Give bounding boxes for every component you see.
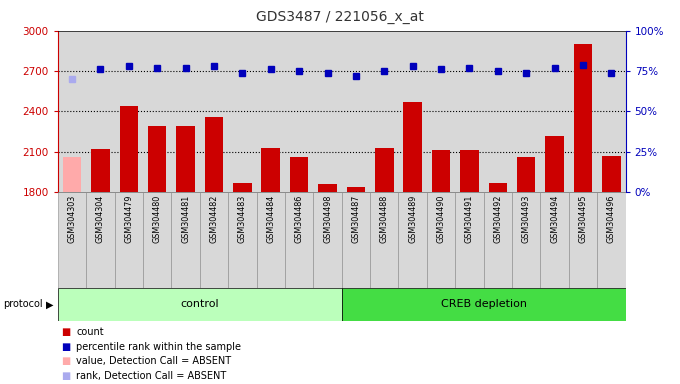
Text: control: control — [180, 299, 219, 310]
Text: GSM304493: GSM304493 — [522, 195, 530, 243]
Text: ■: ■ — [61, 327, 71, 337]
Text: GSM304489: GSM304489 — [408, 195, 417, 243]
Text: ▶: ▶ — [46, 299, 53, 310]
Bar — [290, 157, 308, 192]
Bar — [228, 192, 256, 288]
Bar — [120, 106, 138, 192]
Bar — [86, 192, 114, 288]
Text: GSM304482: GSM304482 — [209, 195, 218, 243]
Text: GSM304480: GSM304480 — [153, 195, 162, 243]
Bar — [370, 192, 398, 288]
Text: GSM304483: GSM304483 — [238, 195, 247, 243]
Bar — [545, 136, 564, 192]
Text: ■: ■ — [61, 356, 71, 366]
Bar — [114, 192, 143, 288]
Bar — [489, 183, 507, 192]
Text: percentile rank within the sample: percentile rank within the sample — [76, 342, 241, 352]
Text: rank, Detection Call = ABSENT: rank, Detection Call = ABSENT — [76, 371, 226, 381]
Text: protocol: protocol — [3, 299, 43, 310]
Text: GSM304486: GSM304486 — [294, 195, 303, 243]
Bar — [456, 192, 483, 288]
Text: count: count — [76, 327, 104, 337]
Bar — [602, 156, 621, 192]
Bar — [427, 192, 456, 288]
Text: GSM304479: GSM304479 — [124, 195, 133, 243]
Bar — [398, 192, 427, 288]
Bar — [512, 192, 541, 288]
Bar — [432, 150, 450, 192]
Bar — [91, 149, 109, 192]
Text: GSM304492: GSM304492 — [494, 195, 503, 243]
Bar — [342, 288, 626, 321]
Bar — [63, 157, 81, 192]
Bar — [517, 157, 535, 192]
Bar — [347, 187, 365, 192]
Bar — [574, 44, 592, 192]
Bar — [256, 192, 285, 288]
Text: value, Detection Call = ABSENT: value, Detection Call = ABSENT — [76, 356, 231, 366]
Text: GSM304496: GSM304496 — [607, 195, 616, 243]
Bar — [568, 192, 597, 288]
Text: GSM304303: GSM304303 — [67, 195, 76, 243]
Bar — [597, 192, 626, 288]
Bar — [143, 192, 171, 288]
Text: GSM304481: GSM304481 — [181, 195, 190, 243]
Bar — [541, 192, 568, 288]
Text: GSM304494: GSM304494 — [550, 195, 559, 243]
Bar — [318, 184, 337, 192]
Text: GSM304491: GSM304491 — [465, 195, 474, 243]
Text: GSM304490: GSM304490 — [437, 195, 445, 243]
Text: GDS3487 / 221056_x_at: GDS3487 / 221056_x_at — [256, 10, 424, 23]
Text: ■: ■ — [61, 371, 71, 381]
Bar — [148, 126, 167, 192]
Bar — [262, 148, 280, 192]
Bar — [460, 150, 479, 192]
Bar — [171, 192, 200, 288]
Bar — [58, 288, 342, 321]
Bar — [483, 192, 512, 288]
Bar — [58, 192, 86, 288]
Text: GSM304498: GSM304498 — [323, 195, 332, 243]
Bar — [285, 192, 313, 288]
Text: GSM304495: GSM304495 — [579, 195, 588, 243]
Bar — [342, 192, 370, 288]
Bar — [205, 117, 223, 192]
Text: GSM304304: GSM304304 — [96, 195, 105, 243]
Text: GSM304484: GSM304484 — [267, 195, 275, 243]
Bar — [233, 183, 252, 192]
Text: GSM304488: GSM304488 — [380, 195, 389, 243]
Bar — [176, 126, 194, 192]
Text: ■: ■ — [61, 342, 71, 352]
Bar — [200, 192, 228, 288]
Bar — [375, 148, 394, 192]
Text: GSM304487: GSM304487 — [352, 195, 360, 243]
Bar — [313, 192, 342, 288]
Bar — [403, 102, 422, 192]
Text: CREB depletion: CREB depletion — [441, 299, 526, 310]
